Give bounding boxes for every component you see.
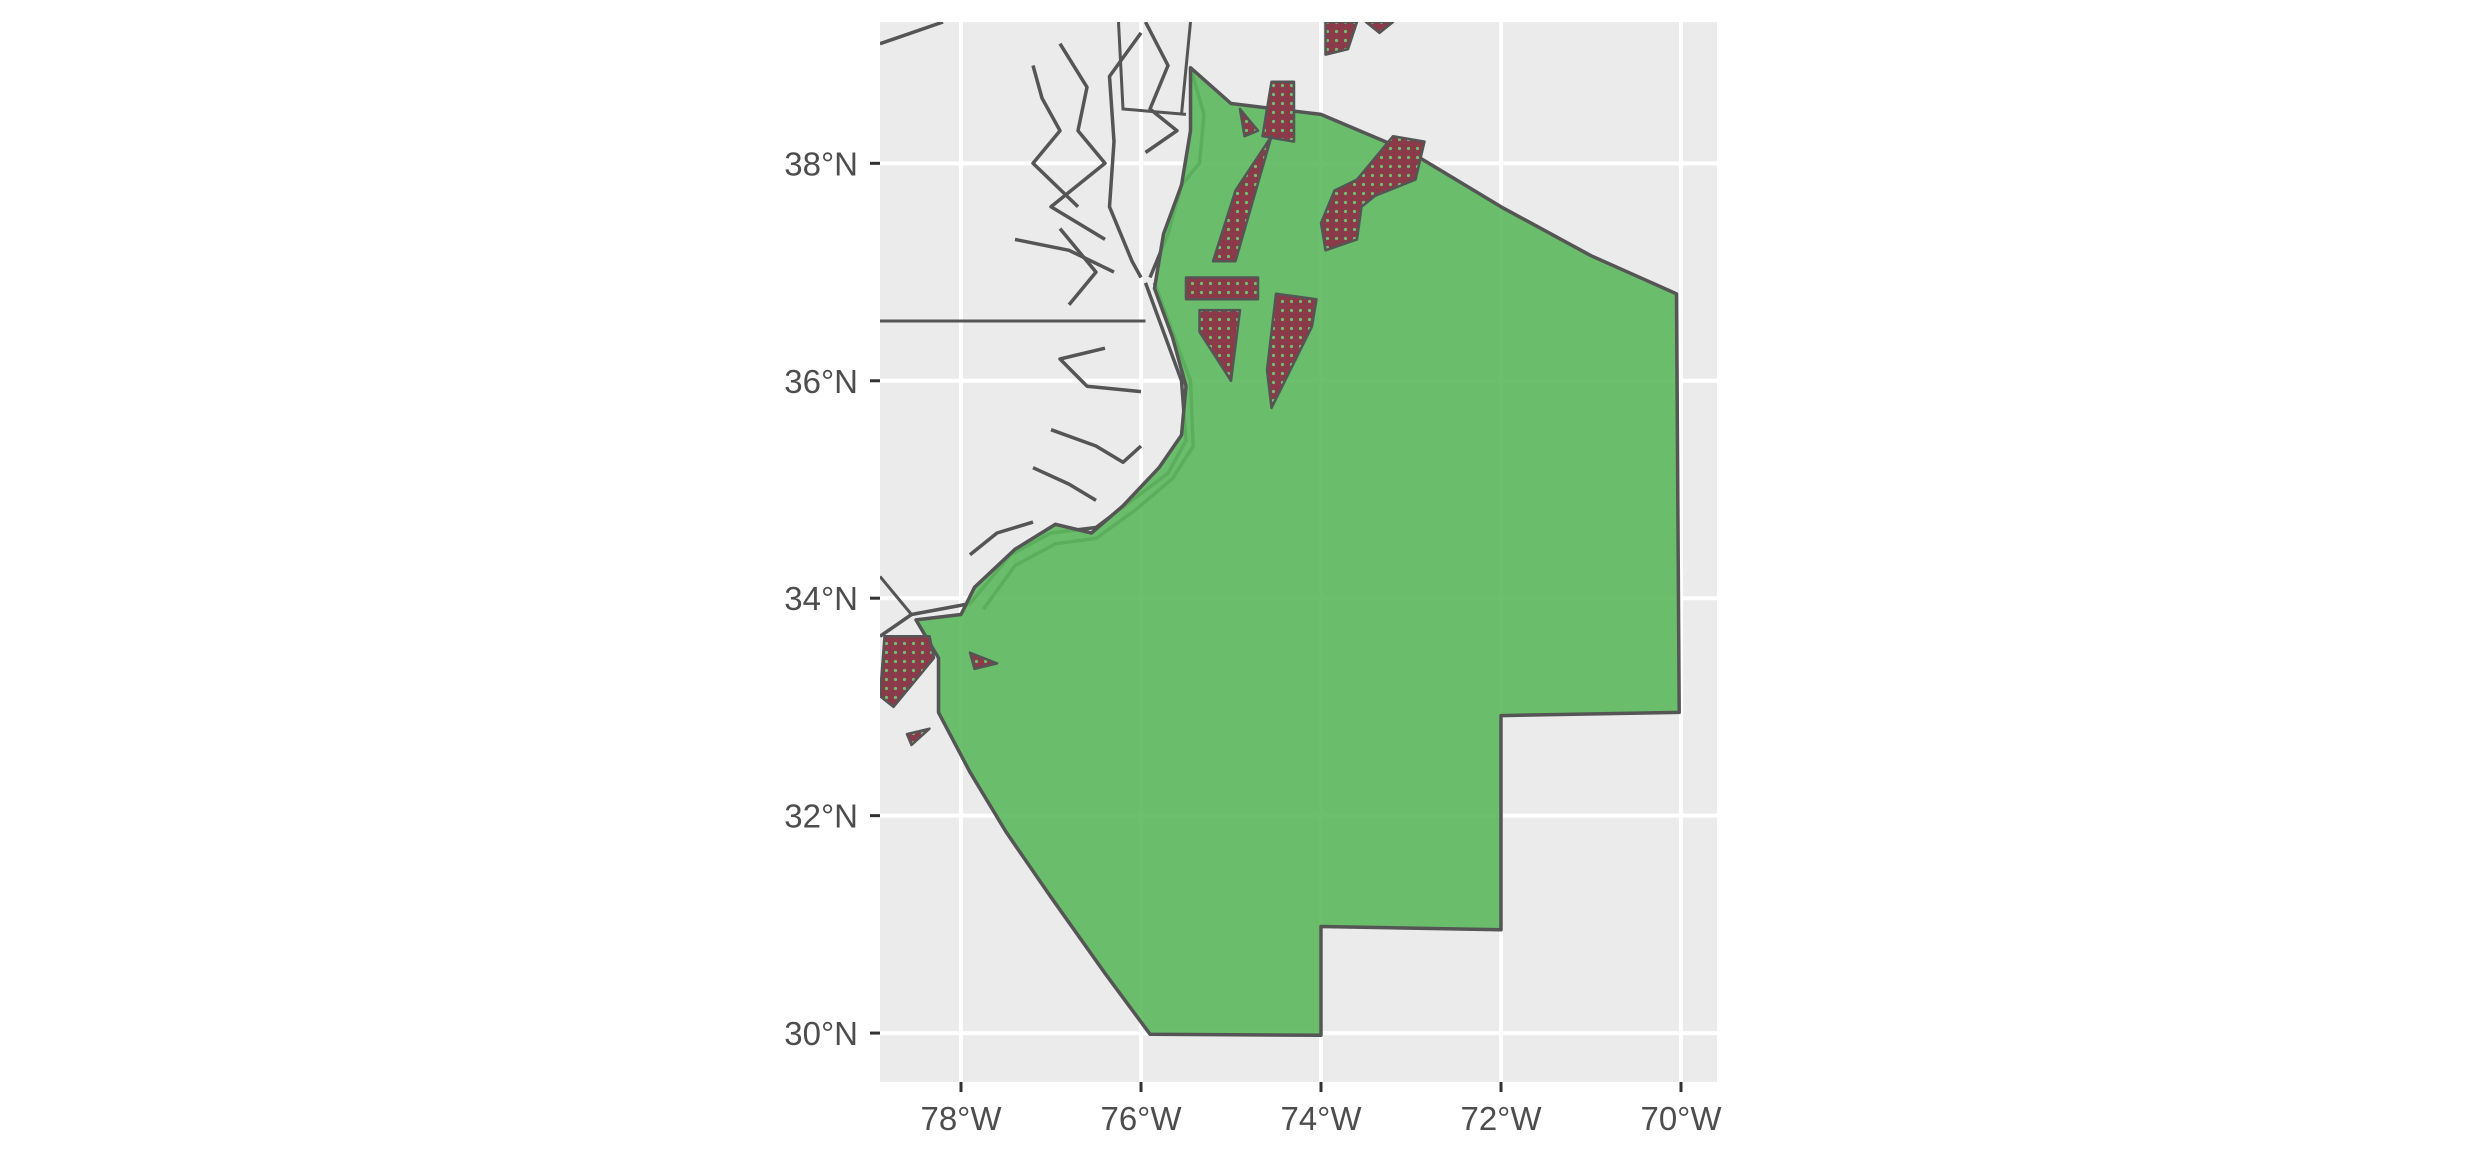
study-area-layer	[914, 65, 1681, 1038]
hatched-zone	[1198, 308, 1242, 383]
x-tick-label: 72°W	[1460, 1100, 1542, 1137]
coastline	[1032, 466, 1097, 502]
hatched-zone	[1261, 80, 1296, 143]
coastline	[1031, 65, 1080, 209]
coastline	[1107, 31, 1143, 279]
x-tick-label: 76°W	[1100, 1100, 1182, 1137]
hatched-zones-layer	[880, 22, 1426, 747]
coastline	[1014, 237, 1115, 274]
state-boundary	[1117, 22, 1187, 116]
y-tick-label: 32°N	[784, 798, 858, 835]
x-tick-label: 74°W	[1280, 1100, 1362, 1137]
hatched-zone	[1265, 292, 1318, 410]
coastline	[1143, 22, 1179, 154]
state-boundary	[880, 575, 913, 616]
hatched-zone	[968, 651, 999, 671]
hatched-zone	[1324, 22, 1359, 56]
coastline	[1049, 42, 1107, 241]
y-axis: 30°N 32°N 34°N 36°N 38°N	[784, 145, 880, 1052]
y-tick-label: 34°N	[784, 580, 858, 617]
x-tick-label: 78°W	[920, 1100, 1002, 1137]
study-area-polygon	[914, 65, 1681, 1038]
coastline	[1050, 428, 1143, 465]
state-boundary	[1180, 22, 1192, 115]
x-tick-label: 70°W	[1640, 1100, 1722, 1137]
coastline	[880, 22, 944, 46]
hatched-zone	[1211, 134, 1273, 263]
x-axis: 78°W 76°W 74°W 72°W 70°W	[920, 1082, 1722, 1137]
hatched-zone	[1184, 276, 1260, 301]
hatched-zone	[1319, 134, 1426, 252]
hatched-zone	[880, 635, 936, 709]
hatched-zone	[1238, 107, 1260, 138]
y-tick-label: 36°N	[784, 363, 858, 400]
y-tick-label: 30°N	[784, 1015, 858, 1052]
y-tick-label: 38°N	[784, 145, 858, 182]
hatched-zone	[1364, 22, 1395, 35]
hatched-zone	[905, 727, 931, 747]
coastline	[968, 520, 1034, 557]
coastline	[1058, 346, 1142, 394]
coastline	[1058, 227, 1098, 306]
